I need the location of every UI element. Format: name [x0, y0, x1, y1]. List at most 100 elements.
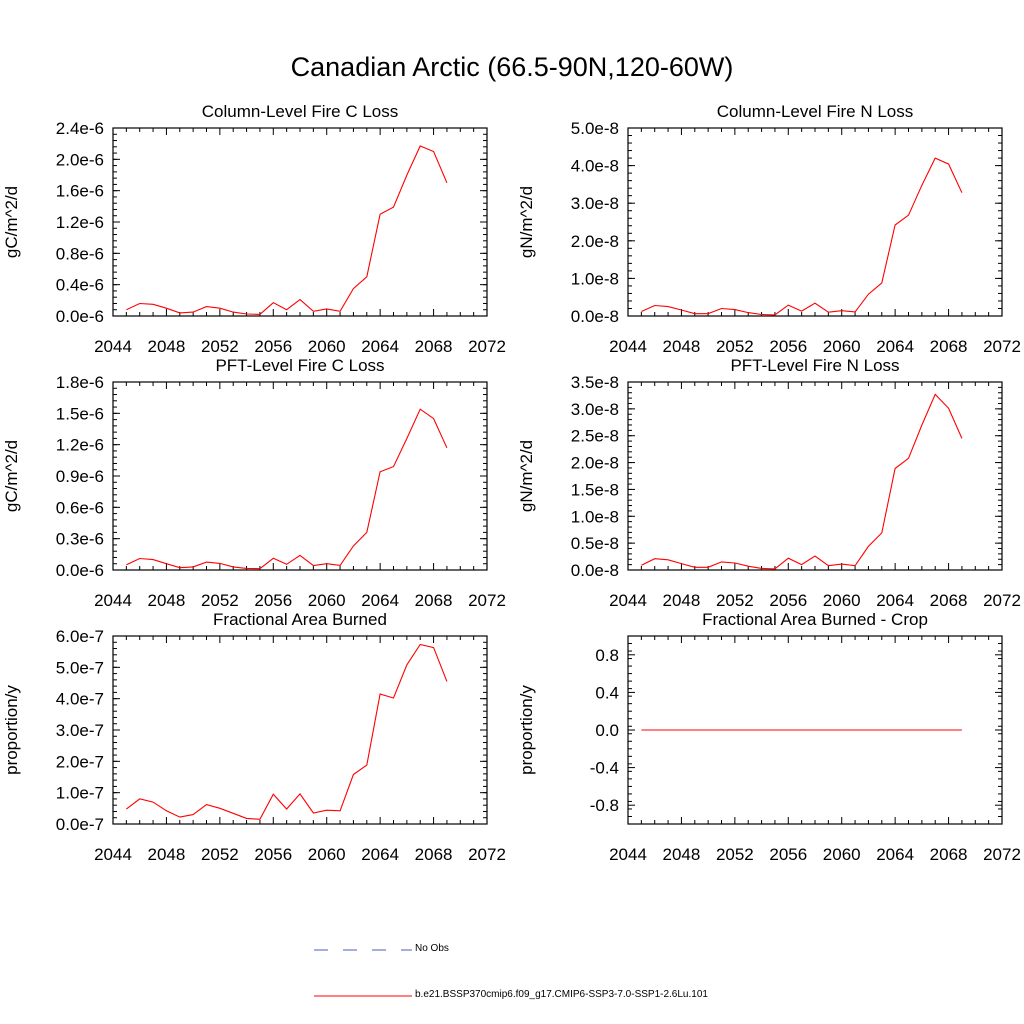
x-tick-label: 2048	[148, 337, 186, 356]
x-tick-label: 2072	[983, 591, 1021, 610]
x-tick-label: 2044	[609, 337, 647, 356]
y-axis-label: gN/m^2/d	[517, 186, 536, 258]
x-tick-label: 2048	[663, 591, 701, 610]
x-tick-label: 2044	[609, 591, 647, 610]
x-tick-label: 2048	[148, 591, 186, 610]
y-tick-label: 1.8e-6	[56, 373, 104, 392]
x-tick-label: 2068	[930, 845, 968, 864]
x-tick-label: 2068	[415, 845, 453, 864]
y-tick-label: 0.8e-6	[56, 244, 104, 263]
chart-panel: PFT-Level Fire N Loss gN/m^2/d 2044 2048 205…	[517, 356, 1021, 610]
y-tick-label: 1.2e-6	[56, 436, 104, 455]
y-tick-label: 1.0e-7	[56, 784, 104, 803]
x-tick-label: 2060	[308, 591, 346, 610]
y-tick-label: 1.6e-6	[56, 182, 104, 201]
y-tick-label: 0.0e-8	[571, 307, 619, 326]
x-tick-label: 2064	[876, 845, 914, 864]
x-tick-label: 2052	[716, 591, 754, 610]
plot-frame	[112, 381, 488, 571]
x-tick-label: 2056	[254, 337, 292, 356]
panel-title: Fractional Area Burned - Crop	[702, 610, 928, 629]
panel-title: Fractional Area Burned	[213, 610, 387, 629]
y-tick-label: 0.4e-6	[56, 276, 104, 295]
x-tick-label: 2044	[94, 591, 132, 610]
chart-panel: Fractional Area Burned proportion/y 2044 20…	[2, 610, 506, 864]
x-tick-label: 2064	[361, 591, 399, 610]
y-tick-label: 4.0e-7	[56, 690, 104, 709]
y-axis-label: proportion/y	[517, 685, 536, 775]
y-tick-label: 6.0e-7	[56, 627, 104, 646]
x-tick-label: 2044	[609, 845, 647, 864]
chart-panel: Column-Level Fire N Loss gN/m^2/d 2044 2048…	[517, 102, 1021, 356]
x-tick-label: 2056	[769, 845, 807, 864]
x-tick-label: 2048	[663, 337, 701, 356]
y-tick-label: 0.4	[595, 683, 619, 702]
y-tick-label: 0.5e-8	[571, 534, 619, 553]
x-tick-label: 2060	[823, 591, 861, 610]
y-tick-label: 2.5e-8	[571, 427, 619, 446]
x-tick-label: 2064	[876, 591, 914, 610]
x-tick-label: 2060	[308, 845, 346, 864]
y-tick-label: 5.0e-7	[56, 658, 104, 677]
y-tick-label: 2.4e-6	[56, 119, 104, 138]
x-tick-label: 2060	[823, 845, 861, 864]
x-tick-label: 2052	[201, 337, 239, 356]
series-line	[126, 643, 448, 820]
y-tick-label: 3.5e-8	[571, 373, 619, 392]
x-tick-label: 2060	[823, 337, 861, 356]
y-tick-label: 2.0e-6	[56, 150, 104, 169]
x-tick-label: 2052	[716, 845, 754, 864]
y-tick-label: 1.5e-6	[56, 404, 104, 423]
panel-title: PFT-Level Fire N Loss	[730, 356, 899, 375]
plot-frame	[627, 127, 1003, 317]
x-tick-label: 2072	[468, 845, 506, 864]
chart-panel: PFT-Level Fire C Loss gC/m^2/d 2044 2048 205…	[2, 356, 506, 610]
y-tick-label: 1.2e-6	[56, 213, 104, 232]
series-line	[126, 145, 448, 315]
y-tick-label: 0.0e-7	[56, 815, 104, 834]
x-tick-label: 2072	[983, 337, 1021, 356]
x-tick-label: 2056	[254, 845, 292, 864]
x-tick-label: 2060	[308, 337, 346, 356]
x-tick-label: 2068	[930, 591, 968, 610]
y-tick-label: 2.0e-8	[571, 454, 619, 473]
x-tick-label: 2072	[468, 591, 506, 610]
legend-model-label: b.e21.BSSP370cmip6.f09_g17.CMIP6-SSP3-7.…	[415, 989, 708, 1000]
y-tick-label: 3.0e-8	[571, 400, 619, 419]
y-tick-label: 0.0e-6	[56, 307, 104, 326]
x-tick-label: 2068	[930, 337, 968, 356]
x-tick-label: 2064	[361, 845, 399, 864]
y-tick-label: 5.0e-8	[571, 119, 619, 138]
x-tick-label: 2044	[94, 845, 132, 864]
y-tick-label: 3.0e-8	[571, 194, 619, 213]
x-tick-label: 2056	[254, 591, 292, 610]
series-line	[641, 157, 963, 316]
panel-title: Column-Level Fire N Loss	[717, 102, 914, 121]
x-tick-label: 2052	[201, 845, 239, 864]
plot-frame	[112, 635, 488, 825]
panel-title: PFT-Level Fire C Loss	[215, 356, 384, 375]
panel-title: Column-Level Fire C Loss	[202, 102, 399, 121]
x-tick-label: 2044	[94, 337, 132, 356]
y-tick-label: 2.0e-7	[56, 752, 104, 771]
x-tick-label: 2064	[876, 337, 914, 356]
y-axis-label: gN/m^2/d	[517, 440, 536, 512]
y-tick-label: 1.0e-8	[571, 269, 619, 288]
legend-obs-label: No Obs	[415, 943, 449, 954]
x-tick-label: 2068	[415, 337, 453, 356]
chart-panel: Column-Level Fire C Loss gC/m^2/d 2044 2048…	[2, 102, 506, 356]
plot-frame	[112, 127, 488, 317]
y-tick-label: 0.0e-8	[571, 561, 619, 580]
y-tick-label: 1.0e-8	[571, 507, 619, 526]
chart-panel: Fractional Area Burned - Crop proportion/…	[517, 610, 1021, 864]
y-tick-label: 0.0	[595, 721, 619, 740]
x-tick-label: 2068	[415, 591, 453, 610]
x-tick-label: 2048	[663, 845, 701, 864]
y-tick-label: -0.4	[590, 759, 619, 778]
x-tick-label: 2072	[468, 337, 506, 356]
y-tick-label: 0.0e-6	[56, 561, 104, 580]
y-tick-label: 1.5e-8	[571, 480, 619, 499]
x-tick-label: 2048	[148, 845, 186, 864]
y-tick-label: 2.0e-8	[571, 232, 619, 251]
